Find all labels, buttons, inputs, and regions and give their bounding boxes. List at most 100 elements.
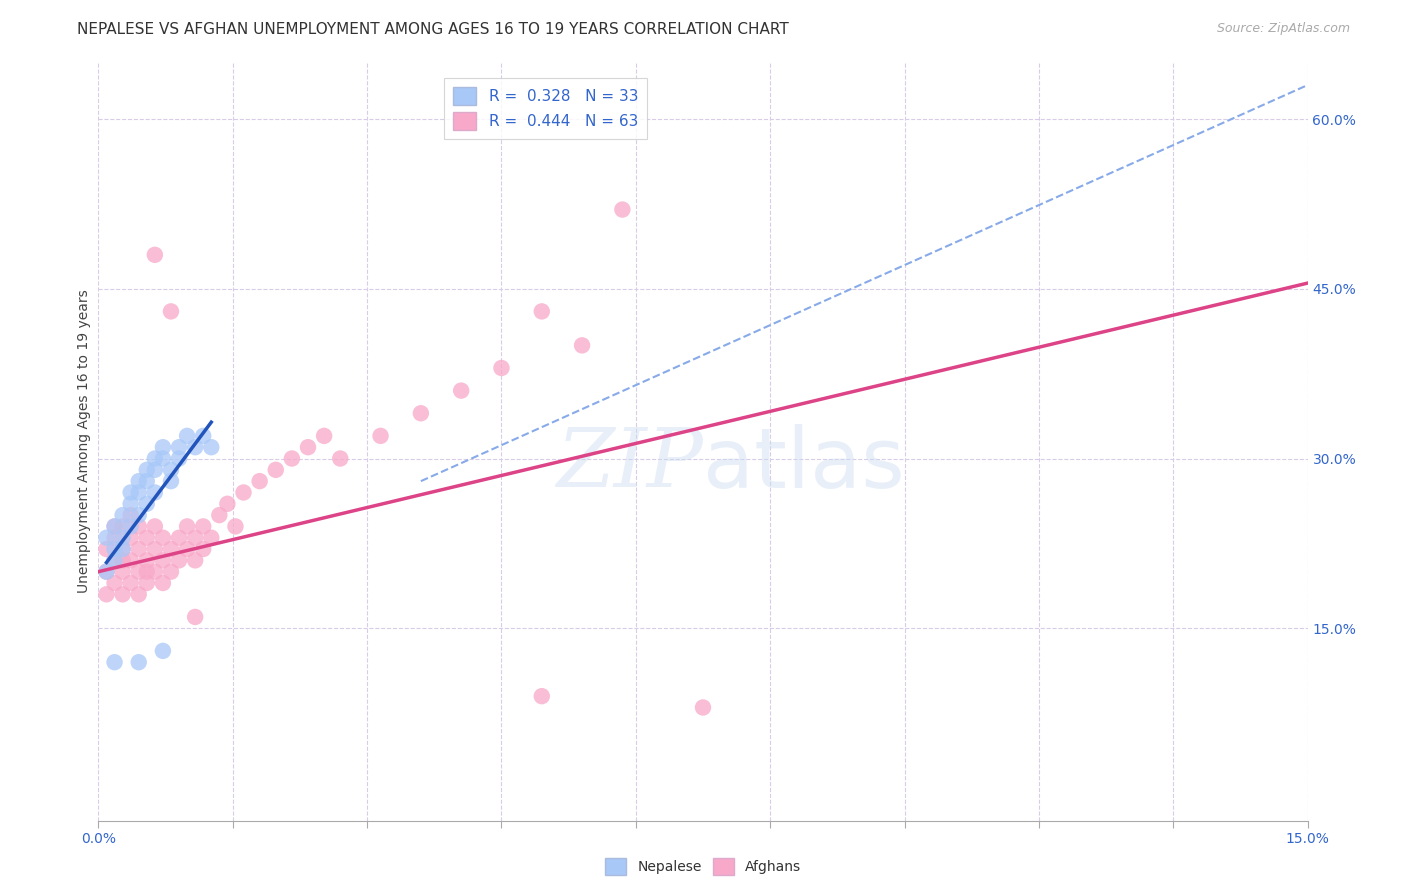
- Point: [128, 655, 150, 669]
- Point: [128, 519, 150, 533]
- Point: [297, 440, 319, 454]
- Point: [193, 542, 215, 557]
- Point: [128, 565, 150, 579]
- Point: [370, 429, 392, 443]
- Y-axis label: Unemployment Among Ages 16 to 19 years: Unemployment Among Ages 16 to 19 years: [77, 290, 91, 593]
- Point: [232, 485, 254, 500]
- Legend: R =  0.328   N = 33, R =  0.444   N = 63: R = 0.328 N = 33, R = 0.444 N = 63: [444, 78, 647, 139]
- Point: [135, 553, 157, 567]
- Point: [135, 531, 157, 545]
- Point: [103, 553, 125, 567]
- Point: [96, 587, 118, 601]
- Point: [193, 429, 215, 443]
- Point: [152, 644, 174, 658]
- Point: [152, 531, 174, 545]
- Point: [167, 531, 190, 545]
- Point: [184, 553, 207, 567]
- Point: [530, 689, 553, 703]
- Point: [128, 508, 150, 522]
- Point: [143, 451, 166, 466]
- Point: [103, 519, 125, 533]
- Point: [184, 610, 207, 624]
- Point: [135, 576, 157, 591]
- Point: [217, 497, 239, 511]
- Legend: Nepalese, Afghans: Nepalese, Afghans: [600, 853, 806, 880]
- Point: [152, 451, 174, 466]
- Point: [152, 440, 174, 454]
- Point: [184, 440, 207, 454]
- Point: [143, 542, 166, 557]
- Point: [111, 553, 134, 567]
- Point: [111, 519, 134, 533]
- Point: [167, 451, 190, 466]
- Point: [167, 553, 190, 567]
- Point: [612, 202, 634, 217]
- Point: [103, 576, 125, 591]
- Point: [120, 519, 142, 533]
- Point: [224, 519, 246, 533]
- Point: [167, 440, 190, 454]
- Text: Source: ZipAtlas.com: Source: ZipAtlas.com: [1216, 22, 1350, 36]
- Point: [571, 338, 593, 352]
- Point: [111, 542, 134, 557]
- Point: [314, 429, 336, 443]
- Point: [160, 542, 183, 557]
- Point: [120, 497, 142, 511]
- Text: ZIP: ZIP: [557, 425, 703, 504]
- Point: [96, 565, 118, 579]
- Point: [120, 485, 142, 500]
- Point: [160, 565, 183, 579]
- Point: [103, 531, 125, 545]
- Point: [143, 248, 166, 262]
- Point: [530, 304, 553, 318]
- Point: [120, 531, 142, 545]
- Point: [120, 508, 142, 522]
- Point: [135, 565, 157, 579]
- Point: [120, 576, 142, 591]
- Point: [409, 406, 432, 420]
- Point: [152, 576, 174, 591]
- Point: [176, 519, 198, 533]
- Point: [160, 463, 183, 477]
- Point: [249, 474, 271, 488]
- Point: [193, 519, 215, 533]
- Point: [103, 542, 125, 557]
- Point: [208, 508, 231, 522]
- Point: [160, 474, 183, 488]
- Point: [96, 542, 118, 557]
- Point: [120, 553, 142, 567]
- Point: [111, 531, 134, 545]
- Point: [200, 531, 222, 545]
- Point: [103, 519, 125, 533]
- Point: [128, 587, 150, 601]
- Point: [103, 655, 125, 669]
- Point: [128, 542, 150, 557]
- Point: [143, 463, 166, 477]
- Point: [128, 474, 150, 488]
- Point: [281, 451, 304, 466]
- Point: [111, 587, 134, 601]
- Point: [143, 565, 166, 579]
- Point: [692, 700, 714, 714]
- Point: [96, 565, 118, 579]
- Point: [184, 531, 207, 545]
- Text: NEPALESE VS AFGHAN UNEMPLOYMENT AMONG AGES 16 TO 19 YEARS CORRELATION CHART: NEPALESE VS AFGHAN UNEMPLOYMENT AMONG AG…: [77, 22, 789, 37]
- Point: [143, 519, 166, 533]
- Point: [111, 542, 134, 557]
- Point: [135, 497, 157, 511]
- Point: [160, 304, 183, 318]
- Point: [96, 531, 118, 545]
- Point: [491, 361, 513, 376]
- Text: atlas: atlas: [703, 424, 904, 505]
- Point: [450, 384, 472, 398]
- Point: [176, 542, 198, 557]
- Point: [128, 485, 150, 500]
- Point: [200, 440, 222, 454]
- Point: [264, 463, 287, 477]
- Point: [152, 553, 174, 567]
- Point: [103, 553, 125, 567]
- Point: [111, 508, 134, 522]
- Point: [135, 463, 157, 477]
- Point: [143, 485, 166, 500]
- Point: [329, 451, 352, 466]
